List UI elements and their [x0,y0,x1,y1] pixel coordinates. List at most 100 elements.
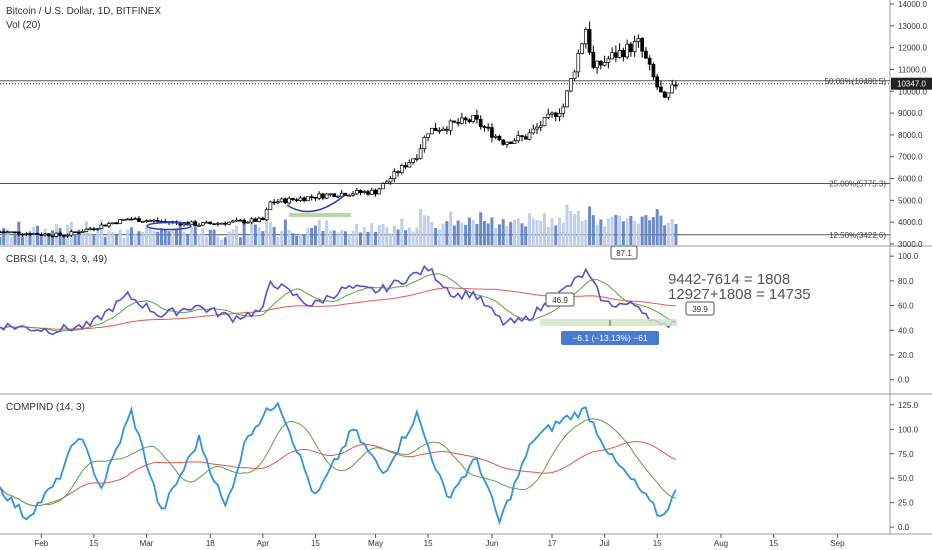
volume-bar [343,231,347,245]
volume-bar [201,228,205,245]
candle-body [497,135,502,141]
volume-bar [588,206,592,245]
volume-bar [434,228,438,245]
volume-bar [13,233,17,245]
volume-bar [505,225,509,245]
volume-bar [546,226,550,245]
volume-bar [569,211,573,245]
volume-bar [449,211,453,245]
candle-body [92,228,96,231]
compind-panel[interactable] [0,401,677,526]
candle-body [249,218,254,223]
cbrsi-tick-label: 100.0 [898,252,919,261]
candle-body [606,58,611,63]
candle-body [448,120,453,131]
volume-bar [370,222,374,245]
price-tick-label: 8000.0 [898,131,923,140]
candle-body [512,140,517,144]
candle-body [16,231,21,235]
candle-body [219,222,224,225]
candle-body [46,233,51,237]
volume-bar [280,230,284,245]
compind-tick-label: 125.0 [898,401,919,410]
candle-body [253,218,258,222]
candle-body [580,43,584,54]
volume-bar [223,237,227,245]
candle-body [437,129,442,132]
candle-body [122,218,126,221]
compind-fast-ma [0,418,677,507]
volume-bar [246,235,250,245]
candle-body [505,141,509,145]
candle-body [31,233,36,236]
volume-bar [437,229,441,245]
cbrsi-tick-label: 0.0 [898,376,910,385]
volume-bar [73,234,77,245]
volume-bar [385,227,389,245]
candle-body [557,113,562,117]
time-tick-label: Jun [485,539,498,548]
time-tick-label: 15 [89,539,98,548]
candle-body [223,222,228,225]
volume-bar [178,221,182,245]
candle-body [651,64,656,78]
volume-bar [419,208,423,245]
volume-bar [520,223,524,245]
candle-body [666,92,671,98]
volume-bar [550,218,554,245]
volume-bar [377,224,381,245]
compind-slow-ma [0,440,677,507]
candle-body [264,209,269,221]
candle-body [595,60,599,68]
candle-body [339,192,344,197]
time-tick-label: Aug [714,539,728,548]
candle-body [659,86,663,93]
volume-bar [242,221,246,245]
volume-bar [366,231,370,245]
time-axis[interactable]: Feb 15 Mar 18 Apr 15 May 15 Jun 17 Jul 15 Aug 15 Sep [34,534,845,548]
volume-bar [663,225,667,245]
candle-body [336,195,340,198]
candle-body [77,231,81,234]
volume-bar [456,220,460,245]
volume-bar [62,235,66,245]
candle-body [28,233,32,236]
candle-body [381,183,385,190]
volume-bar [539,220,543,245]
volume-bar [543,213,547,245]
volume-bar [171,228,175,245]
candle-body [399,165,404,174]
volume-bar [216,236,220,245]
compind-axis: 125.0 100.0 75.0 50.0 25.0 0.0 [890,401,919,532]
volume-bar [77,229,81,245]
volume-bar [302,234,306,245]
candle-body [50,235,55,238]
candle-body [358,189,363,193]
volume-bar [603,226,607,245]
candle-body [291,197,295,201]
volume-bar [182,231,186,245]
volume-bar [355,223,359,245]
volume-bar [445,221,449,245]
candle-body [65,234,70,237]
candle-body [276,201,280,204]
candle-body [324,193,329,199]
volume-bar [306,228,310,245]
cbrsi-tick-label: 60.0 [898,302,914,311]
volume-bar [374,231,378,245]
compind-tick-label: 0.0 [898,523,910,532]
candle-body [625,43,629,58]
volume-bar [6,229,10,245]
candle-body [261,217,265,221]
candle-body [328,193,333,196]
candle-body [542,116,547,127]
volume-bar [482,220,486,245]
volume-bar [129,227,133,245]
price-axis[interactable]: 14000.0 13000.0 12000.0 11000.0 10000.0 9000.… [890,0,932,249]
candlesticks[interactable] [0,21,678,239]
price-tick-label: 4000.0 [898,218,923,227]
compind-label: COMPIND (14, 3) [6,402,85,413]
candle-body [617,50,622,58]
